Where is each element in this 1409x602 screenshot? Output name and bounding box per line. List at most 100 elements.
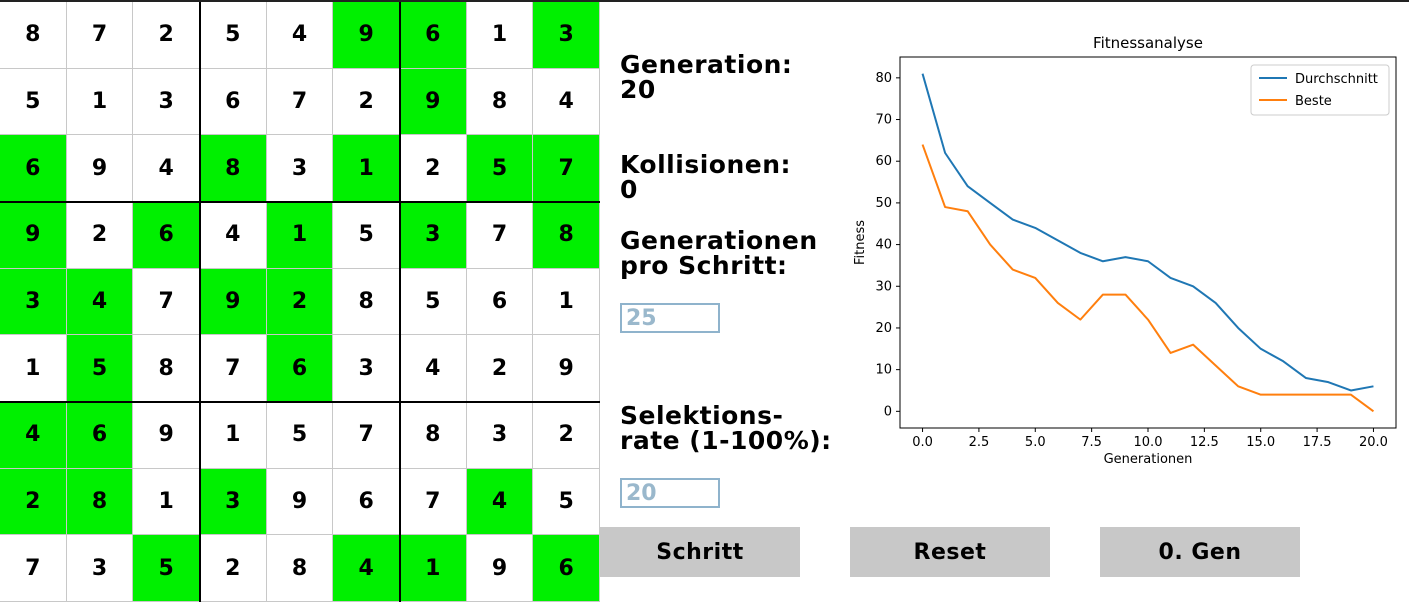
sudoku-cell: 1: [400, 535, 467, 602]
reset-button[interactable]: Reset: [850, 527, 1050, 577]
x-tick-label: 15.0: [1246, 435, 1275, 450]
y-tick-label: 40: [875, 238, 892, 253]
top-border: [0, 0, 1409, 2]
sudoku-cell: 5: [66, 335, 134, 402]
sudoku-cell: 1: [0, 335, 67, 402]
fitness-chart-svg: Fitnessanalyse 0.0 2.5 5.0 7.5 10.0 12.5 15.0 17…: [853, 34, 1397, 467]
sudoku-cell: 1: [266, 202, 334, 269]
sudoku-cell: 3: [133, 68, 200, 136]
step-button[interactable]: Schritt: [600, 527, 800, 577]
x-axis-label: Generationen: [1104, 452, 1193, 467]
sudoku-cell: 6: [533, 535, 600, 602]
sudoku-cell: 3: [0, 268, 67, 336]
collisions-value: 0: [620, 175, 638, 204]
sudoku-cell: 1: [66, 68, 134, 136]
y-tick-label: 70: [875, 113, 892, 128]
sudoku-cell: 8: [333, 268, 400, 336]
sudoku-cell: 5: [200, 2, 267, 69]
sudoku-cell: 7: [466, 202, 534, 269]
sudoku-cell: 3: [400, 202, 467, 269]
sudoku-cell: 5: [0, 68, 67, 136]
sudoku-cell: 4: [466, 468, 534, 536]
x-tick-label: 20.0: [1359, 435, 1388, 450]
sudoku-cell: 6: [66, 402, 134, 469]
sudoku-cell: 7: [533, 135, 600, 202]
sudoku-cell: 6: [200, 68, 267, 136]
selection-rate-input[interactable]: [620, 478, 720, 508]
sudoku-cell: 1: [533, 268, 600, 336]
sudoku-cell: 9: [333, 2, 400, 69]
sudoku-cell: 4: [0, 402, 67, 469]
generation-label: Generation: 20: [620, 52, 792, 102]
sudoku-cell: 6: [266, 335, 334, 402]
sudoku-cell: 4: [400, 335, 467, 402]
series-line-0: [921, 73, 1374, 392]
sudoku-cell: 8: [266, 535, 334, 602]
sudoku-cell: 7: [400, 468, 467, 536]
y-tick-label: 50: [875, 196, 892, 211]
gens-per-step-input[interactable]: [620, 303, 720, 333]
sudoku-cell: 2: [533, 402, 600, 469]
sudoku-cell: 8: [533, 202, 600, 269]
gens-per-step-label: Generationen pro Schritt:: [620, 228, 818, 278]
collisions-label: Kollisionen: 0: [620, 152, 791, 202]
sudoku-cell: 7: [133, 268, 200, 336]
box-separator-vertical: [199, 2, 201, 602]
y-tick-label: 0: [884, 404, 892, 419]
sudoku-cell: 2: [466, 335, 534, 402]
sudoku-cell: 5: [466, 135, 534, 202]
legend-label: Durchschnitt: [1295, 72, 1378, 87]
selection-rate-label-line2: rate (1-100%):: [620, 426, 832, 455]
sudoku-cell: 9: [66, 135, 134, 202]
sudoku-cell: 8: [133, 335, 200, 402]
sudoku-cell: 4: [133, 135, 200, 202]
sudoku-cell: 6: [133, 202, 200, 269]
sudoku-cell: 4: [200, 202, 267, 269]
sudoku-cell: 6: [0, 135, 67, 202]
gen0-button[interactable]: 0. Gen: [1100, 527, 1300, 577]
sudoku-cell: 9: [466, 535, 534, 602]
sudoku-cell: 6: [400, 2, 467, 69]
fitness-chart: Fitnessanalyse 0.0 2.5 5.0 7.5 10.0 12.5 15.0 17…: [840, 30, 1409, 480]
y-tick-label: 30: [875, 279, 892, 294]
sudoku-cell: 2: [266, 268, 334, 336]
x-tick-label: 17.5: [1303, 435, 1332, 450]
sudoku-cell: 4: [333, 535, 400, 602]
x-tick-label: 12.5: [1190, 435, 1219, 450]
sudoku-cell: 8: [0, 2, 67, 69]
sudoku-cell: 7: [66, 2, 134, 69]
series-line-1: [921, 144, 1375, 413]
x-tick-label: 7.5: [1081, 435, 1102, 450]
y-tick-label: 80: [875, 71, 892, 86]
sudoku-cell: 5: [400, 268, 467, 336]
generation-value: 20: [620, 75, 656, 104]
sudoku-cell: 5: [533, 468, 600, 536]
sudoku-cell: 7: [266, 68, 334, 136]
sudoku-cell: 5: [133, 535, 200, 602]
gens-per-step-label-line2: pro Schritt:: [620, 251, 788, 280]
sudoku-cell: 7: [200, 335, 267, 402]
x-tick-label: 0.0: [912, 435, 933, 450]
sudoku-cell: 3: [466, 402, 534, 469]
sudoku-cell: 4: [66, 268, 134, 336]
sudoku-cell: 7: [0, 535, 67, 602]
sudoku-cell: 7: [333, 402, 400, 469]
selection-rate-label: Selektions- rate (1-100%):: [620, 403, 832, 453]
y-axis-label: Fitness: [853, 220, 868, 265]
sudoku-cell: 2: [200, 535, 267, 602]
sudoku-cell: 3: [533, 2, 600, 69]
chart-title: Fitnessanalyse: [1093, 34, 1203, 52]
x-tick-label: 5.0: [1025, 435, 1046, 450]
sudoku-cell: 1: [133, 468, 200, 536]
sudoku-cell: 5: [266, 402, 334, 469]
sudoku-cell: 9: [266, 468, 334, 536]
sudoku-cell: 3: [333, 335, 400, 402]
box-separator-vertical: [399, 2, 401, 602]
sudoku-cell: 3: [200, 468, 267, 536]
sudoku-cell: 9: [0, 202, 67, 269]
y-tick-label: 20: [875, 321, 892, 336]
sudoku-cell: 9: [400, 68, 467, 136]
sudoku-cell: 8: [400, 402, 467, 469]
generation-label-text: Generation:: [620, 50, 793, 79]
